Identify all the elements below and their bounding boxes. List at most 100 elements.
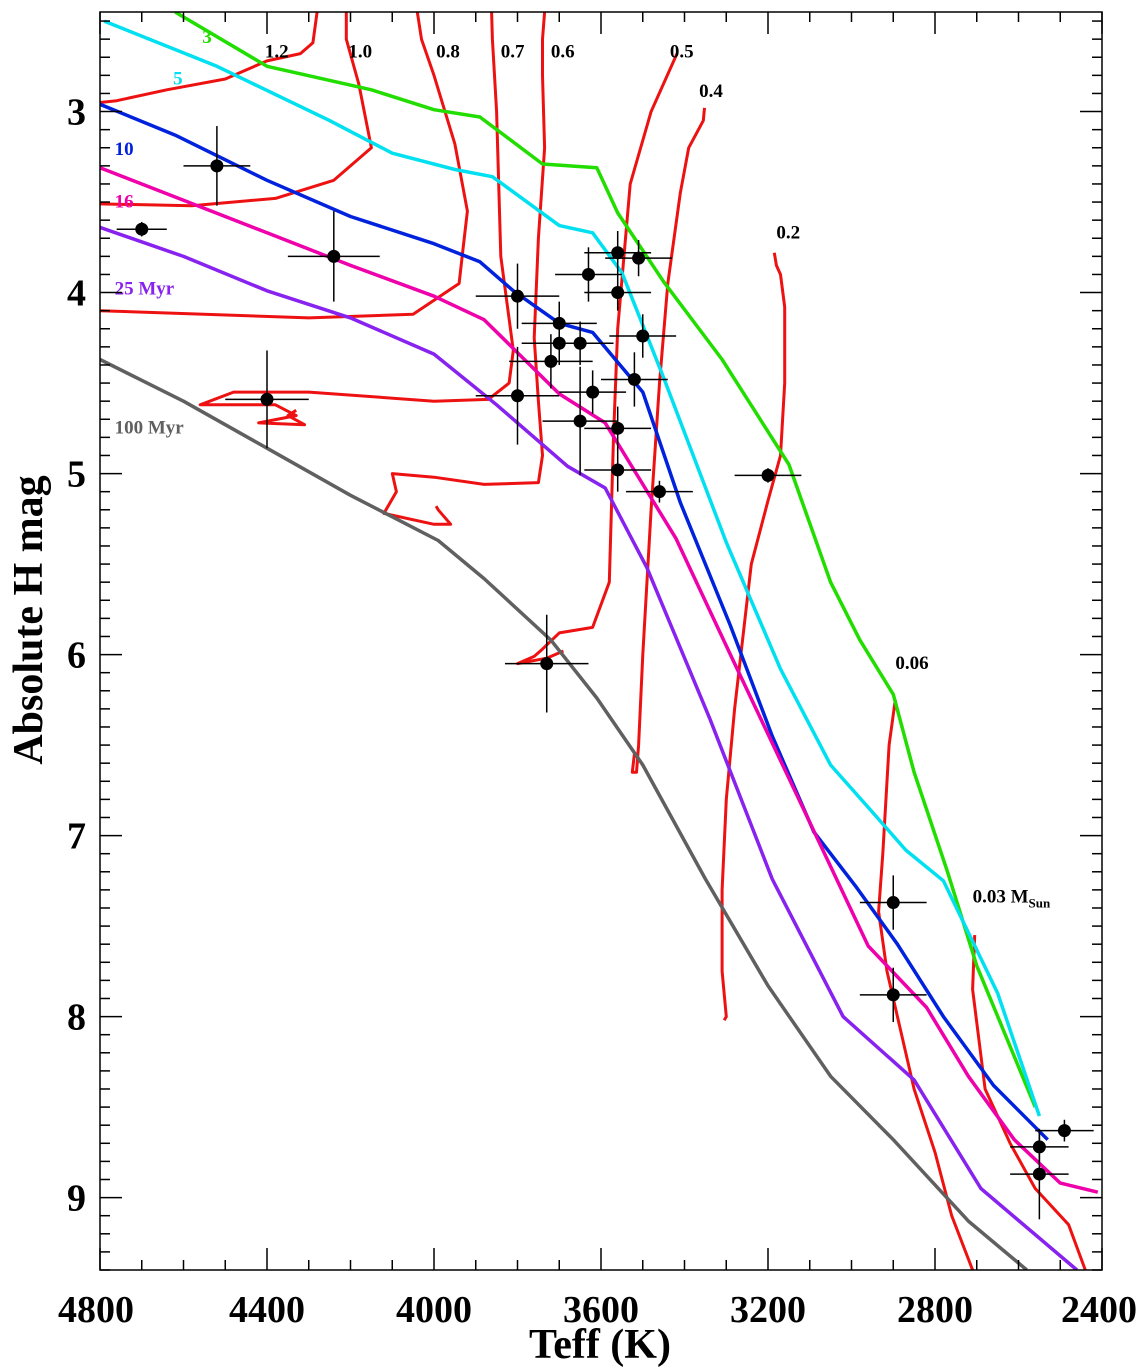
data-marker (1057, 1124, 1071, 1138)
data-marker (511, 389, 524, 403)
mass-track-0-5 (516, 52, 679, 666)
isochrone-25-myr (100, 225, 1079, 1270)
y-tick-label: 8 (67, 997, 86, 1039)
curve-labels: 35 10 16 25 Myr 100 Myr 1.2 1.0 0.8 0.7 0.6 0.50.4… (115, 27, 1051, 911)
data-marker (652, 485, 666, 499)
data-marker (632, 251, 646, 265)
isochrone-5 (103, 19, 1042, 1117)
mass-track-0-03 (971, 935, 1087, 1270)
data-point (609, 314, 677, 358)
mass-label-1-2: 1.2 (265, 41, 289, 62)
mass-track-0-4 (630, 107, 706, 774)
mass-track-0-7 (198, 12, 515, 427)
data-marker (210, 159, 224, 173)
data-marker (886, 896, 900, 910)
y-tick-label: 7 (67, 816, 86, 858)
data-point (584, 406, 652, 451)
x-axis-title: Teff (K) (529, 1322, 671, 1368)
mass-label-subscript: Sun (1029, 896, 1051, 911)
x-tick-label: 3200 (730, 1289, 806, 1331)
data-point (225, 350, 309, 449)
data-marker (135, 222, 149, 236)
data-point (559, 370, 627, 414)
isochrone-label-25-myr: 25 Myr (115, 278, 175, 299)
data-point (475, 346, 560, 445)
mass-label-0-03: 0.03 MSun (973, 887, 1051, 911)
data-marker (327, 249, 341, 263)
mass-track-0-6 (382, 12, 547, 526)
data-marker (260, 392, 274, 406)
data-point (605, 240, 672, 277)
data-marker (544, 354, 558, 368)
data-marker (573, 414, 587, 428)
mass-label-0-8: 0.8 (436, 41, 460, 62)
mass-track-0-2 (720, 252, 787, 1021)
data-marker (611, 246, 625, 260)
mass-label-0-4: 0.4 (699, 81, 723, 102)
data-point (475, 263, 560, 329)
y-tick-label: 9 (67, 1178, 86, 1220)
plot-frame: 4800 4400 4000 3600 3200 2800 2400 3 4 5 6 7 8 9 (58, 11, 1137, 1331)
isochrone-3 (174, 12, 1037, 1108)
mass-label-0-6: 0.6 (551, 41, 575, 62)
mass-label-1-0: 1.0 (348, 41, 372, 62)
y-tick-label: 5 (67, 454, 86, 496)
data-marker (627, 372, 641, 386)
mass-track-1-2 (100, 12, 319, 104)
isochrone-16 (100, 166, 1099, 1194)
isochrone-label-100-myr: 100 Myr (115, 418, 185, 439)
data-point (584, 274, 652, 311)
data-point (859, 875, 927, 930)
data-marker (511, 289, 524, 303)
data-marker (573, 336, 587, 350)
data-marker (636, 329, 650, 343)
data-marker (1032, 1167, 1046, 1181)
mass-track-0-8 (100, 12, 469, 320)
x-tick-label: 2800 (897, 1289, 973, 1331)
data-marker (586, 385, 600, 399)
data-point (1035, 1119, 1094, 1142)
data-marker (611, 463, 625, 477)
data-point (183, 126, 251, 206)
mass-label-0-7: 0.7 (501, 41, 525, 62)
x-tick-label: 4400 (229, 1289, 305, 1331)
isochrone-100-myr (100, 357, 1028, 1270)
mass-label-0-06: 0.06 (895, 653, 928, 674)
y-tick-label: 6 (67, 635, 86, 677)
data-point (734, 468, 802, 483)
mass-track-1-0 (100, 12, 373, 208)
data-point (504, 614, 589, 713)
data-point (859, 967, 927, 1023)
x-tick-label: 4800 (58, 1289, 134, 1331)
data-marker (886, 988, 900, 1002)
mass-label-0-5: 0.5 (670, 41, 694, 62)
isochrone-label-5: 5 (173, 68, 183, 89)
isochrone-10 (100, 102, 1049, 1141)
y-axis-title: Absolute H mag (6, 475, 52, 764)
data-point (601, 352, 668, 407)
data-marker (611, 286, 625, 300)
data-points (116, 126, 1094, 1220)
data-marker (611, 421, 625, 435)
data-marker (581, 267, 595, 281)
data-marker (761, 468, 775, 482)
y-tick-label: 4 (67, 273, 86, 315)
isochrone-label-16: 16 (115, 191, 134, 212)
data-point (287, 211, 380, 302)
isochrone-label-10: 10 (115, 139, 134, 160)
x-tick-label: 4000 (396, 1289, 472, 1331)
x-tick-label: 3600 (563, 1289, 639, 1331)
data-point (584, 448, 652, 492)
mass-label-0-2: 0.2 (776, 222, 800, 243)
mass-tracks (100, 12, 1087, 1270)
data-point (1010, 1128, 1069, 1220)
x-tick-label: 2400 (1061, 1289, 1137, 1331)
data-point (546, 321, 614, 365)
data-marker (540, 657, 554, 671)
data-point (542, 366, 618, 476)
y-tick-label: 3 (67, 92, 86, 134)
isochrone-label-3: 3 (202, 27, 212, 48)
data-point (626, 480, 693, 503)
data-point (116, 221, 167, 237)
